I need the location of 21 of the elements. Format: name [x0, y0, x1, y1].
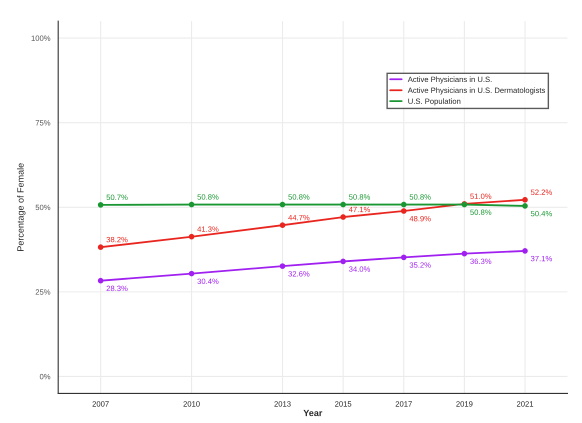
x-axis-title: Year	[303, 410, 322, 416]
point	[280, 222, 286, 228]
point	[400, 208, 407, 214]
point	[340, 202, 346, 208]
point	[280, 263, 286, 269]
point	[280, 202, 286, 208]
point	[188, 202, 194, 208]
point	[522, 248, 528, 254]
point	[188, 270, 194, 276]
point	[98, 278, 104, 284]
point	[400, 254, 407, 260]
point	[340, 258, 346, 264]
point	[522, 197, 528, 203]
point	[522, 203, 528, 209]
point	[340, 214, 346, 220]
point	[400, 202, 407, 208]
y-axis-title: Percentage of Female	[17, 163, 26, 251]
point	[462, 250, 468, 256]
point	[188, 234, 194, 240]
point	[98, 244, 104, 250]
point	[98, 202, 104, 208]
